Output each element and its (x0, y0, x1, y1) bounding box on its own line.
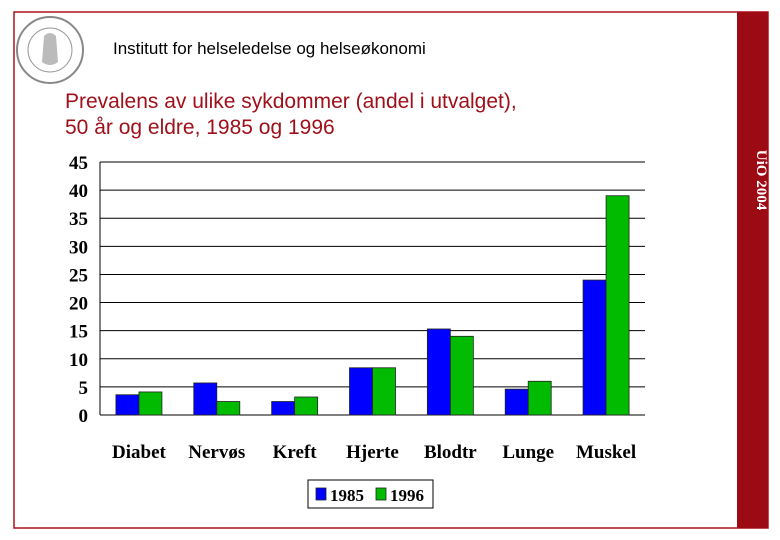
side-label: UiO 2004 (753, 150, 769, 211)
y-tick-label: 35 (69, 209, 88, 230)
x-tick-label: Nervøs (188, 442, 245, 463)
legend-label: 1985 (330, 486, 364, 505)
bar (582, 279, 607, 416)
bar (115, 394, 140, 416)
y-tick-label: 10 (69, 350, 88, 371)
y-tick-label: 30 (69, 237, 88, 258)
y-tick-label: 25 (69, 265, 88, 286)
x-tick-label: Hjerte (346, 442, 399, 463)
bar (449, 335, 474, 416)
bar (138, 391, 163, 416)
logo-ring (27, 27, 73, 73)
bar (372, 367, 396, 416)
y-tick-label: 15 (69, 322, 88, 343)
header: Institutt for helseledelse og helseøkono… (113, 39, 426, 58)
x-tick-label: Blodtr (424, 442, 477, 463)
legend-swatch (315, 487, 327, 501)
chart-title: Prevalens av ulike sykdommer (andel i ut… (65, 90, 517, 113)
logo (16, 16, 84, 84)
bar (271, 401, 296, 416)
bar (216, 401, 241, 416)
bar (349, 367, 373, 416)
bar (294, 396, 319, 416)
x-tick-label: Kreft (273, 442, 318, 463)
bar (193, 382, 218, 416)
side-bar (737, 12, 768, 528)
legend-box (307, 479, 434, 509)
bar (527, 380, 552, 416)
bar (426, 328, 451, 416)
y-tick-label: 40 (69, 181, 88, 202)
x-tick-label: Diabet (112, 442, 167, 463)
logo-ring (16, 16, 84, 84)
legend-label: 1996 (390, 486, 424, 505)
bar (504, 388, 529, 416)
legend-swatch (375, 487, 387, 501)
bar (605, 195, 630, 416)
y-tick-label: 45 (69, 153, 88, 174)
x-tick-label: Lunge (502, 442, 554, 463)
chart-title: 50 år og eldre, 1985 og 1996 (65, 116, 335, 139)
y-tick-label: 0 (79, 406, 89, 427)
y-tick-label: 5 (79, 378, 89, 399)
logo-figure (42, 33, 58, 65)
y-tick-label: 20 (69, 294, 88, 315)
x-tick-label: Muskel (576, 442, 636, 463)
